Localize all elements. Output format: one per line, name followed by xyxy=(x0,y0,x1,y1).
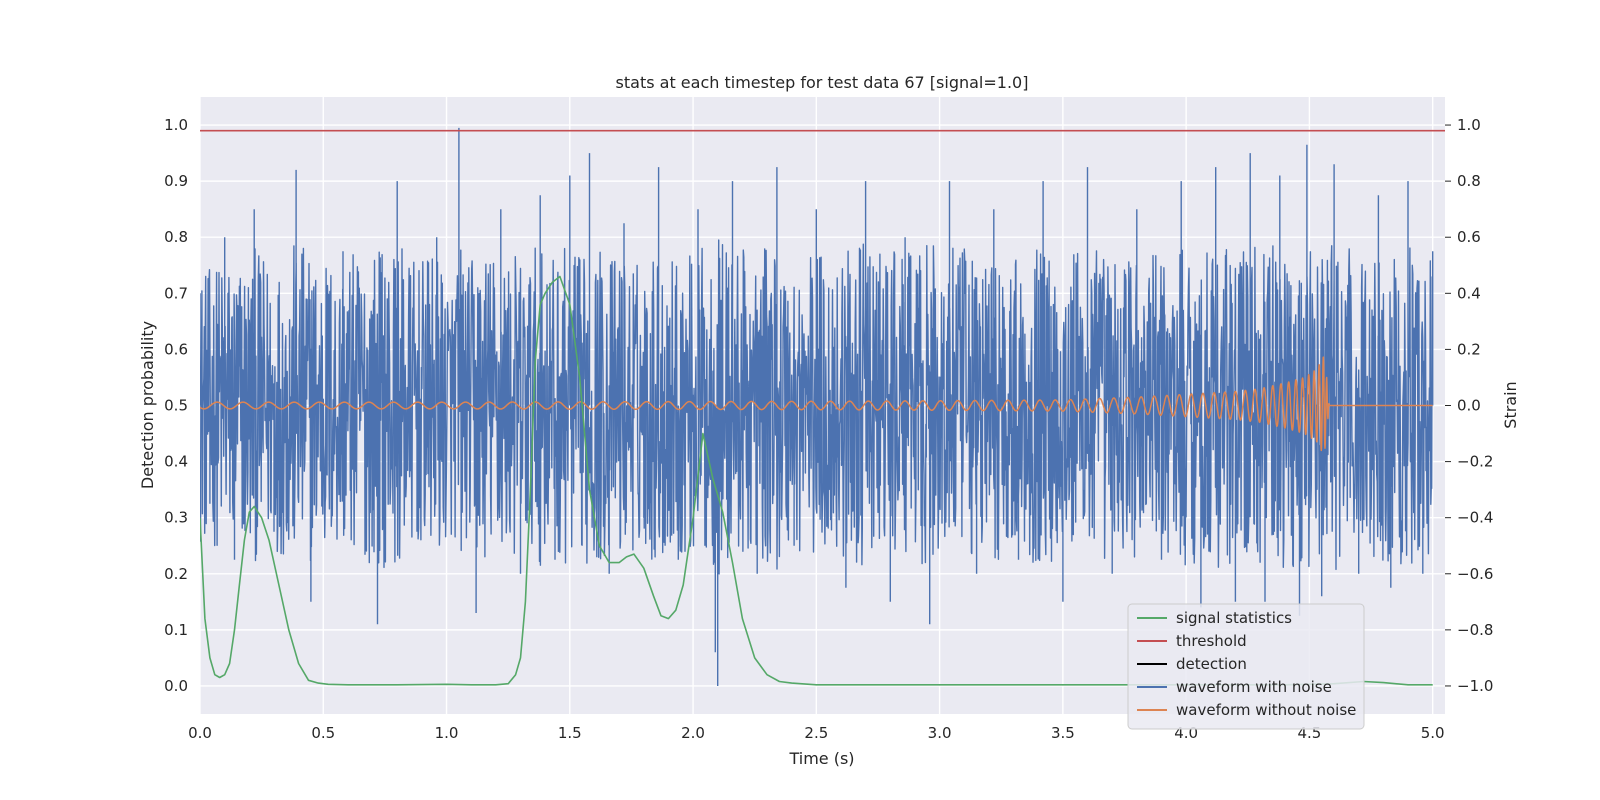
y2-tick-label: −1.0 xyxy=(1457,677,1493,695)
y-axis-left: 0.0 0.1 0.2 0.3 0.4 0.5 0.6 0.7 0.8 0.9 1.0 xyxy=(164,116,188,695)
series-signal-statistics xyxy=(200,275,1433,686)
series-layer xyxy=(200,127,1445,686)
x-tick-label: 5.0 xyxy=(1421,724,1445,742)
y-tick-label: 0.7 xyxy=(164,284,188,302)
y-tick-label: 0.6 xyxy=(164,340,188,358)
legend-label: waveform with noise xyxy=(1176,678,1332,696)
y2-axis-title: Strain xyxy=(1501,381,1520,428)
y-tick-label: 0.9 xyxy=(164,172,188,190)
chart-title: stats at each timestep for test data 67 … xyxy=(616,73,1029,92)
y-tick-label: 0.0 xyxy=(164,677,188,695)
x-tick-label: 1.0 xyxy=(435,724,459,742)
x-tick-label: 3.5 xyxy=(1051,724,1075,742)
x-tick-label: 2.5 xyxy=(804,724,828,742)
y-axis-title: Detection probability xyxy=(138,321,157,489)
y2-tick-label: −0.8 xyxy=(1457,621,1493,639)
x-tick-label: 1.5 xyxy=(558,724,582,742)
y-tick-label: 1.0 xyxy=(164,116,188,134)
y2-tick-label: −0.2 xyxy=(1457,453,1493,471)
y2-tick-label: 0.4 xyxy=(1457,284,1481,302)
x-axis-title: Time (s) xyxy=(788,749,854,768)
legend-label: waveform without noise xyxy=(1176,701,1356,719)
x-tick-label: 0.0 xyxy=(188,724,212,742)
series-waveform-without-noise xyxy=(200,356,1434,452)
y2-tick-label: 1.0 xyxy=(1457,116,1481,134)
y-axis-right: −1.0 −0.8 −0.6 −0.4 −0.2 0.0 0.2 0.4 0.6 0.8 1.0 xyxy=(1445,116,1493,695)
y-tick-label: 0.1 xyxy=(164,621,188,639)
y2-tick-label: 0.6 xyxy=(1457,228,1481,246)
y-tick-label: 0.4 xyxy=(164,453,188,471)
y2-tick-label: 0.8 xyxy=(1457,172,1481,190)
y-tick-label: 0.3 xyxy=(164,509,188,527)
x-tick-label: 3.0 xyxy=(928,724,952,742)
y2-tick-label: 0.0 xyxy=(1457,397,1481,415)
y2-tick-label: −0.4 xyxy=(1457,509,1493,527)
legend: signal statistics threshold detection wavef… xyxy=(1127,603,1365,730)
y-tick-label: 0.8 xyxy=(164,228,188,246)
x-tick-label: 0.5 xyxy=(311,724,335,742)
legend-label: threshold xyxy=(1176,632,1247,650)
y-tick-label: 0.2 xyxy=(164,565,188,583)
legend-label: signal statistics xyxy=(1176,609,1292,627)
legend-frame xyxy=(1127,603,1365,730)
y2-tick-label: 0.2 xyxy=(1457,340,1481,358)
series-waveform-with-noise xyxy=(200,127,1434,686)
x-tick-label: 2.0 xyxy=(681,724,705,742)
y2-tick-label: −0.6 xyxy=(1457,565,1493,583)
y-tick-label: 0.5 xyxy=(164,397,188,415)
legend-label: detection xyxy=(1176,655,1247,673)
